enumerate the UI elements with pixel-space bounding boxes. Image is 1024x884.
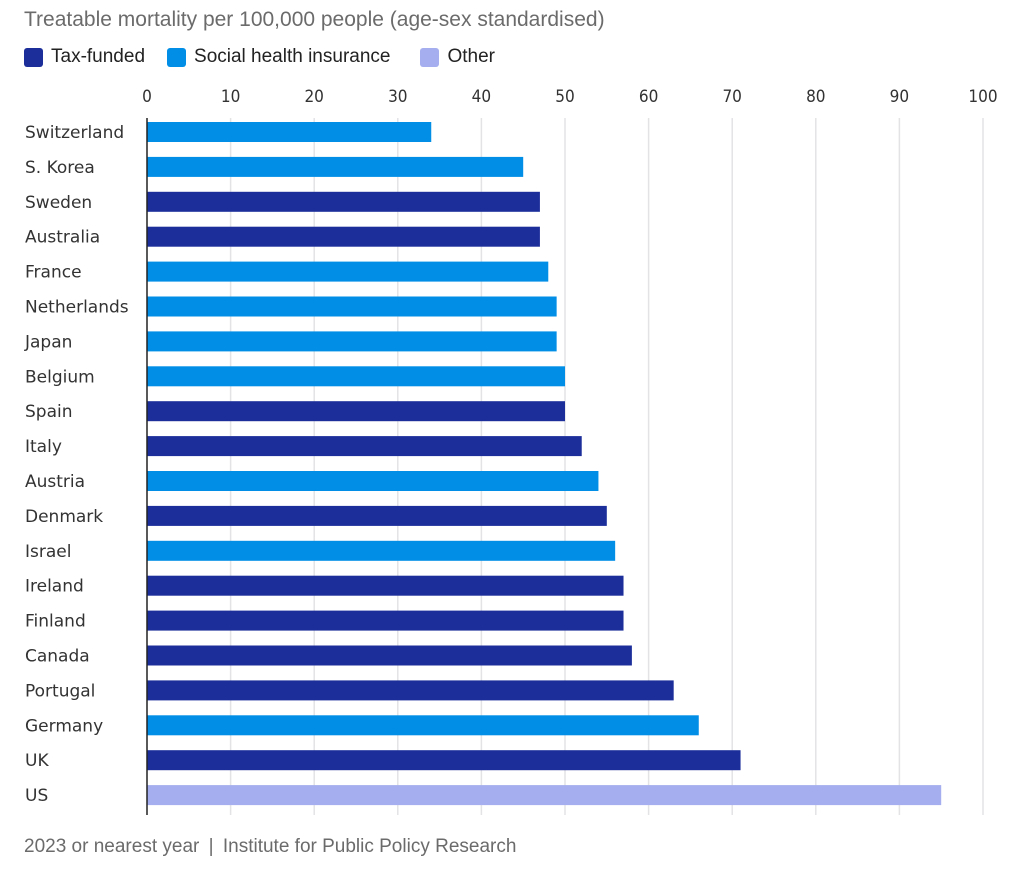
category-label: Austria [25, 472, 85, 492]
category-label: S. Korea [25, 158, 95, 178]
x-tick-label: 30 [388, 87, 407, 107]
x-tick-label: 40 [472, 87, 491, 107]
legend-item-other: Other [420, 46, 495, 68]
x-tick-label: 10 [221, 87, 240, 107]
x-tick-label: 70 [722, 87, 741, 107]
legend-item-tax-funded: Tax-funded [24, 46, 145, 68]
bar [147, 401, 565, 422]
bar [147, 505, 607, 526]
category-label: Denmark [25, 507, 103, 527]
category-label: Belgium [25, 367, 95, 387]
bar [147, 785, 942, 806]
bar [147, 610, 624, 631]
bar [147, 715, 699, 736]
category-label: Israel [25, 542, 71, 562]
x-tick-label: 90 [890, 87, 909, 107]
legend: Tax-funded Social health insurance Other [24, 46, 495, 68]
bar [147, 471, 599, 491]
bar [147, 575, 624, 596]
legend-swatch [420, 47, 440, 67]
legend-item-social-health-insurance: Social health insurance [167, 46, 390, 68]
bar [147, 296, 557, 317]
footer: 2023 or nearest year | Institute for Pub… [24, 836, 516, 858]
x-tick-label: 60 [639, 87, 658, 107]
category-label: Netherlands [25, 298, 129, 318]
bar [147, 261, 549, 282]
category-label: Italy [25, 437, 62, 457]
category-label: Australia [25, 228, 100, 248]
legend-label: Other [447, 46, 496, 67]
bar [147, 366, 565, 387]
category-label: Switzerland [25, 123, 124, 143]
category-label: Germany [25, 716, 103, 736]
category-label: Japan [24, 332, 72, 352]
legend-swatch [24, 47, 43, 67]
category-label: US [25, 786, 48, 806]
bar [147, 226, 540, 247]
bar [147, 680, 674, 701]
bar [147, 540, 616, 561]
category-label: Finland [25, 612, 86, 632]
bar [147, 191, 540, 212]
chart-title: Treatable mortality per 100,000 people (… [24, 8, 605, 31]
footer-note: 2023 or nearest year [24, 836, 200, 857]
bar [147, 122, 432, 142]
bar [147, 750, 741, 771]
x-tick-label: 100 [968, 87, 997, 107]
category-label: UK [25, 751, 49, 771]
category-label: Ireland [25, 577, 84, 597]
category-label: Sweden [25, 193, 92, 213]
x-tick-label: 50 [555, 87, 574, 107]
legend-label: Tax-funded [51, 46, 146, 67]
category-label: France [25, 263, 82, 283]
bar [147, 331, 557, 352]
x-tick-label: 20 [304, 87, 323, 107]
legend-swatch [167, 47, 187, 67]
footer-separator: | [208, 836, 214, 857]
category-label: Portugal [25, 681, 95, 701]
bar [147, 156, 524, 177]
x-tick-label: 0 [142, 87, 152, 107]
footer-source: Institute for Public Policy Research [222, 836, 517, 857]
category-label: Spain [25, 402, 73, 422]
legend-label: Social health insurance [194, 46, 391, 67]
bar [147, 436, 582, 457]
x-tick-label: 80 [806, 87, 825, 107]
category-label: Canada [25, 647, 90, 667]
bar [147, 645, 632, 666]
